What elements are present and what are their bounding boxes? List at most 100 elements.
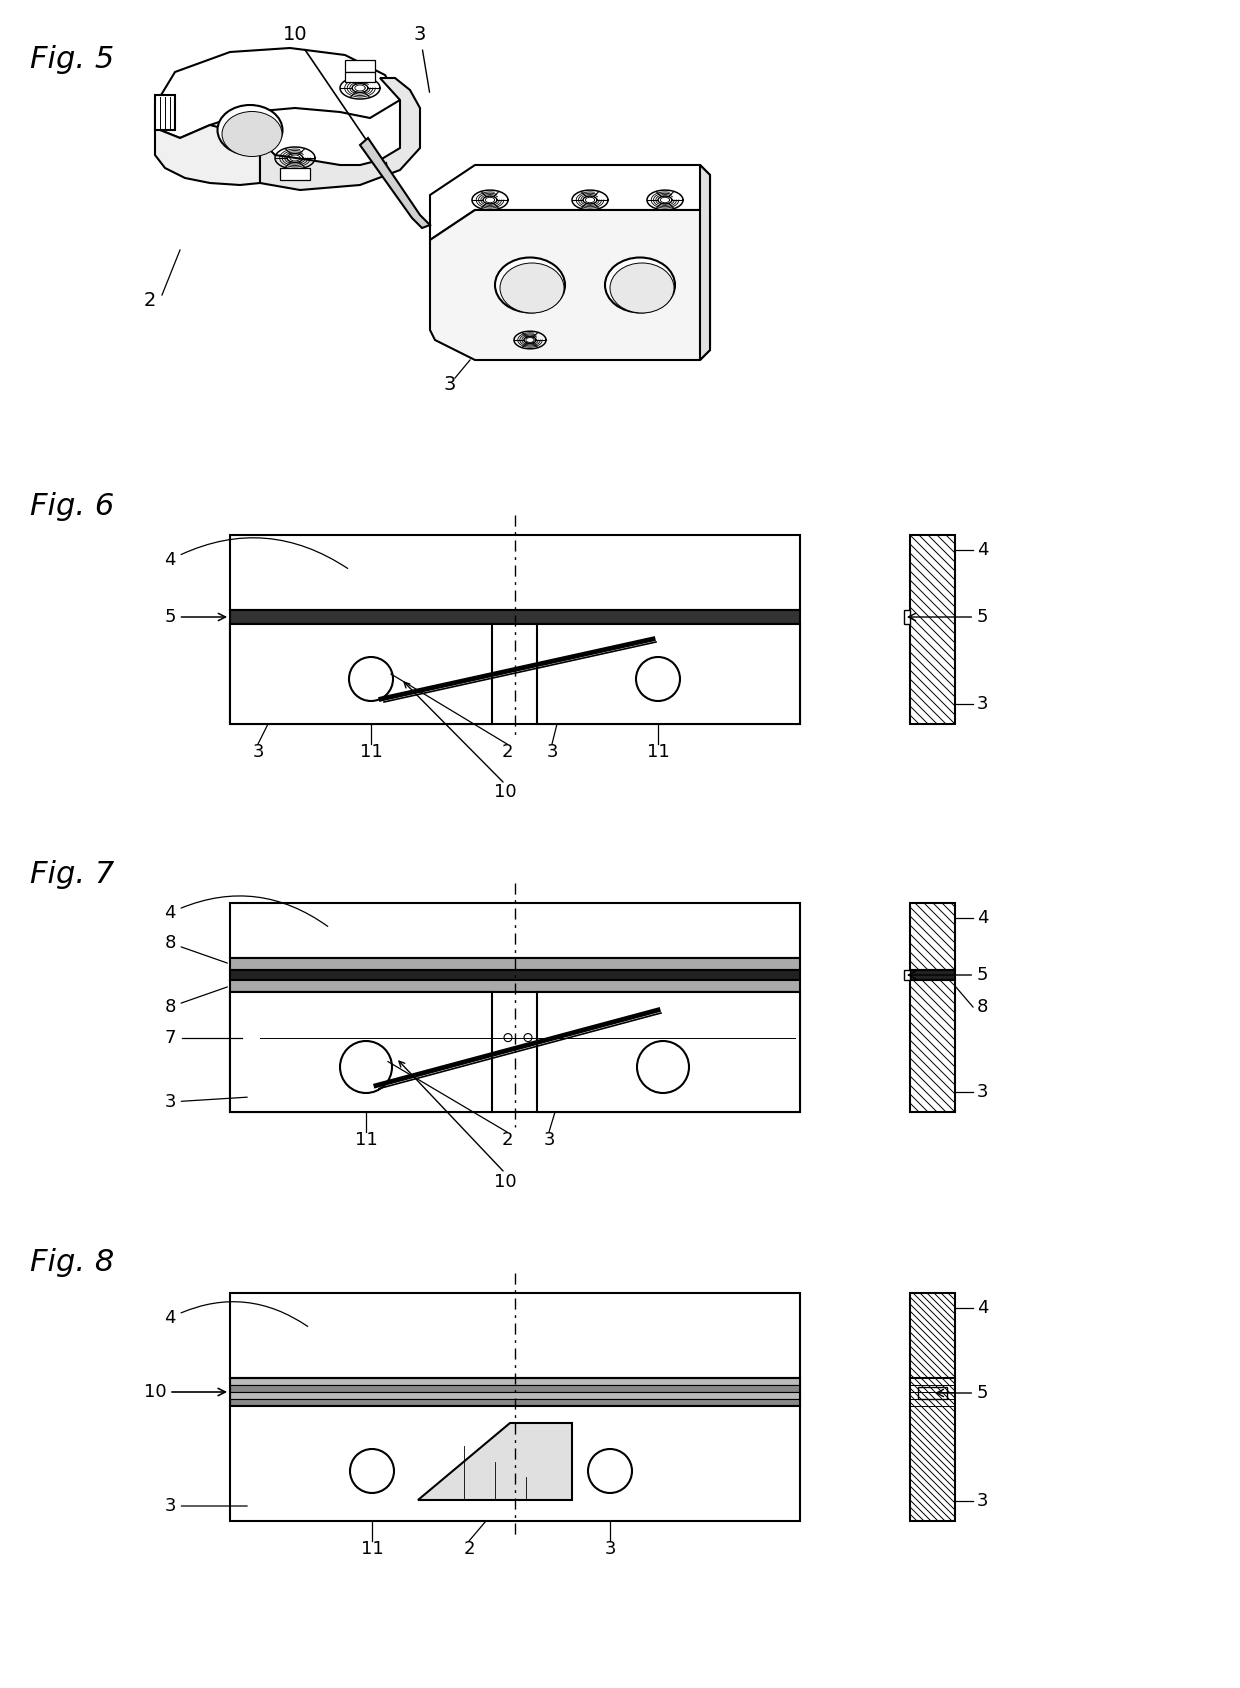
Bar (910, 1293, 955, 1521)
Bar (229, 1384, 800, 1393)
Text: 8: 8 (977, 998, 988, 1016)
Text: 3: 3 (977, 695, 988, 712)
Bar (910, 971, 955, 981)
Bar (155, 95, 175, 130)
Circle shape (340, 1041, 392, 1094)
Polygon shape (260, 78, 420, 191)
Circle shape (384, 1033, 392, 1041)
Text: 2: 2 (501, 743, 513, 761)
Bar (910, 981, 955, 1112)
Bar (904, 609, 910, 625)
Text: Fig. 8: Fig. 8 (30, 1247, 114, 1278)
Polygon shape (155, 105, 260, 186)
Circle shape (704, 1033, 712, 1041)
Circle shape (444, 1033, 453, 1041)
Text: 4: 4 (977, 540, 988, 559)
Text: 4: 4 (164, 538, 347, 569)
Bar (229, 903, 800, 959)
Bar (229, 1377, 800, 1384)
Circle shape (365, 1033, 372, 1041)
Text: 4: 4 (164, 896, 327, 927)
Circle shape (784, 1033, 792, 1041)
Bar (229, 993, 800, 1112)
Text: 3: 3 (444, 375, 456, 395)
Bar (537, 625, 800, 724)
Circle shape (348, 657, 393, 701)
Bar (229, 1406, 800, 1521)
Bar (229, 1377, 800, 1406)
Bar (229, 625, 492, 724)
Bar (537, 993, 800, 1112)
Ellipse shape (222, 111, 281, 157)
Text: 2: 2 (501, 1131, 513, 1150)
Circle shape (588, 1448, 632, 1492)
Text: 10: 10 (144, 1382, 226, 1401)
Circle shape (764, 1033, 773, 1041)
Bar (345, 61, 374, 73)
Polygon shape (360, 138, 430, 228)
Bar (910, 903, 955, 971)
Ellipse shape (495, 258, 565, 312)
Circle shape (684, 1033, 692, 1041)
Polygon shape (701, 165, 711, 360)
Bar (910, 535, 955, 724)
Circle shape (624, 1033, 632, 1041)
Bar (345, 73, 374, 83)
Ellipse shape (605, 258, 675, 312)
Polygon shape (430, 165, 711, 240)
Text: 3: 3 (414, 25, 429, 93)
Circle shape (604, 1033, 613, 1041)
Circle shape (637, 1041, 689, 1094)
Polygon shape (155, 47, 401, 138)
Text: 3: 3 (164, 1497, 247, 1516)
Circle shape (484, 1033, 492, 1041)
Circle shape (636, 657, 680, 701)
Circle shape (503, 1033, 512, 1041)
Circle shape (663, 1033, 672, 1041)
Text: 7: 7 (164, 1028, 176, 1047)
Circle shape (724, 1033, 732, 1041)
Ellipse shape (610, 263, 675, 312)
Text: 5: 5 (909, 966, 988, 984)
Bar (229, 981, 800, 993)
Text: 4: 4 (977, 910, 988, 927)
Circle shape (744, 1033, 751, 1041)
Circle shape (404, 1033, 412, 1041)
Text: Fig. 6: Fig. 6 (30, 491, 114, 522)
Text: 2: 2 (464, 1539, 475, 1558)
Text: 3: 3 (977, 1492, 988, 1511)
Circle shape (584, 1033, 591, 1041)
Text: 8: 8 (165, 987, 227, 1016)
Bar (229, 1293, 800, 1377)
Bar (280, 169, 310, 181)
Polygon shape (418, 1423, 572, 1501)
Circle shape (304, 1033, 312, 1041)
Bar (229, 609, 800, 625)
Bar (229, 625, 800, 724)
Text: 3: 3 (604, 1539, 616, 1558)
Ellipse shape (217, 105, 283, 155)
Text: 2: 2 (144, 290, 156, 309)
Text: 5: 5 (936, 1384, 988, 1403)
Circle shape (644, 1033, 652, 1041)
Text: 11: 11 (361, 1539, 383, 1558)
Circle shape (544, 1033, 552, 1041)
Text: 10: 10 (494, 783, 516, 802)
Text: Fig. 5: Fig. 5 (30, 46, 114, 74)
Text: 10: 10 (283, 25, 387, 170)
Text: 5: 5 (164, 608, 226, 626)
Bar (229, 1399, 800, 1406)
Bar (242, 1031, 260, 1045)
Circle shape (264, 1033, 272, 1041)
Text: Fig. 7: Fig. 7 (30, 859, 114, 890)
Text: 3: 3 (547, 743, 558, 761)
Text: 11: 11 (646, 743, 670, 761)
Text: 11: 11 (360, 743, 382, 761)
Ellipse shape (500, 263, 564, 312)
Circle shape (424, 1033, 432, 1041)
Circle shape (324, 1033, 332, 1041)
Text: 3: 3 (164, 1094, 247, 1111)
Text: 4: 4 (977, 1300, 988, 1317)
Bar (229, 959, 800, 971)
Bar (229, 993, 492, 1112)
